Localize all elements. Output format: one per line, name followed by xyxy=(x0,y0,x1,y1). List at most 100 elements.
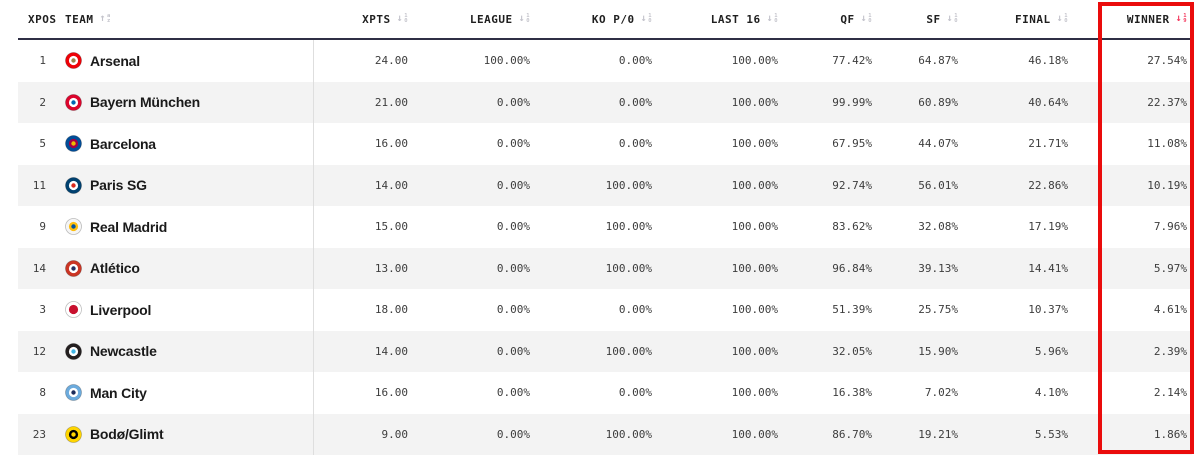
sort-arrow-icon: ↓ xyxy=(640,13,648,24)
sf-cell: 39.13% xyxy=(918,261,958,275)
column-header-league[interactable]: LEAGUE ↓ 1 0 xyxy=(418,0,540,38)
column-header-label: LAST 16 xyxy=(710,12,761,26)
table-row: 2 Bayern München 21.00 0.00% 0.00% 100.00% 9… xyxy=(18,81,1192,124)
team-cell[interactable]: Liverpool xyxy=(62,289,313,331)
sort-icon: ↓ 1 0 xyxy=(946,13,958,24)
sf-cell: 7.02% xyxy=(924,386,958,400)
xpts-cell: 15.00 xyxy=(374,220,408,234)
column-header-sf[interactable]: SF ↓ 1 0 xyxy=(882,0,968,38)
column-header-winner[interactable]: WINNER ↓ 1 9 xyxy=(1078,0,1192,38)
sf-cell: 44.07% xyxy=(918,137,958,151)
xpos-cell: 9 xyxy=(39,220,46,234)
table-row: 8 Man City 16.00 0.00% 0.00% 100.00% 16.38% 7… xyxy=(18,372,1192,414)
team-crest-icon xyxy=(65,259,82,277)
kopo-cell: 100.00% xyxy=(605,427,652,441)
winner-cell: 7.96% xyxy=(1153,220,1187,234)
table-row: 1 Arsenal 24.00 100.00% 0.00% 100.00% 77.42%… xyxy=(18,40,1192,82)
sort-arrow-icon: ↑ xyxy=(99,13,107,24)
league-cell: 0.00% xyxy=(496,303,530,317)
column-header-label: FINAL xyxy=(1015,12,1051,26)
kopo-cell: 100.00% xyxy=(605,220,652,234)
column-header-label: QF xyxy=(840,12,855,26)
league-cell: 0.00% xyxy=(496,220,530,234)
final-cell: 22.86% xyxy=(1028,178,1068,192)
sort-arrow-icon: ↓ xyxy=(518,13,526,24)
team-crest-icon xyxy=(65,52,82,70)
xpos-cell: 11 xyxy=(32,178,46,192)
kopo-cell: 100.00% xyxy=(605,178,652,192)
xpts-cell: 14.00 xyxy=(374,344,408,358)
sort-icon: ↓ 1 0 xyxy=(1056,13,1068,24)
final-cell: 5.96% xyxy=(1034,344,1068,358)
column-header-xpos[interactable]: XPOS xyxy=(18,0,62,38)
sort-arrow-icon: ↓ xyxy=(946,13,954,24)
last16-cell: 100.00% xyxy=(731,220,778,234)
team-cell[interactable]: Barcelona xyxy=(62,123,313,165)
xpts-cell: 16.00 xyxy=(374,137,408,151)
last16-cell: 100.00% xyxy=(731,137,778,151)
team-name: Arsenal xyxy=(90,52,140,69)
league-cell: 0.00% xyxy=(496,261,530,275)
sf-cell: 25.75% xyxy=(918,303,958,317)
sort-icon: ↓ 1 0 xyxy=(518,13,530,24)
team-cell[interactable]: Real Madrid xyxy=(62,206,313,248)
column-header-kopo[interactable]: KO P/0 ↓ 1 0 xyxy=(540,0,662,38)
team-cell[interactable]: Arsenal xyxy=(62,40,313,82)
team-name: Barcelona xyxy=(90,135,156,152)
team-crest-icon xyxy=(65,425,82,443)
winner-cell: 1.86% xyxy=(1153,427,1187,441)
xpts-cell: 9.00 xyxy=(381,427,409,441)
last16-cell: 100.00% xyxy=(731,261,778,275)
table-body: 1 Arsenal 24.00 100.00% 0.00% 100.00% 77.42%… xyxy=(0,40,1197,455)
team-name: Man City xyxy=(90,384,147,401)
team-name: Newcastle xyxy=(90,343,157,360)
sort-arrow-icon: ↓ xyxy=(860,13,868,24)
winner-cell: 2.39% xyxy=(1153,344,1187,358)
column-header-qf[interactable]: QF ↓ 1 0 xyxy=(788,0,882,38)
team-name: Bodø/Glimt xyxy=(90,426,164,443)
sort-icon: ↓ 1 0 xyxy=(640,13,652,24)
table-row: 12 Newcastle 14.00 0.00% 100.00% 100.00% 32.… xyxy=(18,330,1192,373)
sf-cell: 60.89% xyxy=(918,95,958,109)
last16-cell: 100.00% xyxy=(731,95,778,109)
league-cell: 0.00% xyxy=(496,137,530,151)
team-crest-icon xyxy=(65,301,82,319)
team-crest-icon xyxy=(65,135,82,153)
team-name: Bayern München xyxy=(90,94,200,111)
sort-icon: ↑ a z xyxy=(99,13,111,24)
xpos-cell: 12 xyxy=(32,344,46,358)
team-cell[interactable]: Man City xyxy=(62,372,313,414)
xpos-cell: 5 xyxy=(39,137,46,151)
last16-cell: 100.00% xyxy=(731,54,778,68)
team-name: Real Madrid xyxy=(90,218,168,235)
column-header-label: XPTS xyxy=(362,12,391,26)
team-crest-icon xyxy=(65,384,82,402)
team-cell[interactable]: Bayern München xyxy=(62,82,313,124)
last16-cell: 100.00% xyxy=(731,427,778,441)
team-cell[interactable]: Atlético xyxy=(62,248,313,290)
final-cell: 14.41% xyxy=(1028,261,1068,275)
team-cell[interactable]: Newcastle xyxy=(62,331,313,373)
column-header-final[interactable]: FINAL ↓ 1 0 xyxy=(968,0,1078,38)
team-cell[interactable]: Paris SG xyxy=(62,165,313,207)
table-row: 5 Barcelona 16.00 0.00% 0.00% 100.00% 67.95%… xyxy=(18,123,1192,165)
kopo-cell: 0.00% xyxy=(618,386,652,400)
winner-cell: 5.97% xyxy=(1153,261,1187,275)
winner-cell: 10.19% xyxy=(1147,178,1187,192)
xpts-cell: 24.00 xyxy=(374,54,408,68)
qf-cell: 96.84% xyxy=(832,261,872,275)
qf-cell: 83.62% xyxy=(832,220,872,234)
team-cell[interactable]: Bodø/Glimt xyxy=(62,414,313,456)
column-header-last16[interactable]: LAST 16 ↓ 1 0 xyxy=(662,0,788,38)
sort-arrow-icon: ↓ xyxy=(766,13,774,24)
qf-cell: 32.05% xyxy=(832,344,872,358)
xpts-cell: 13.00 xyxy=(374,261,408,275)
column-header-team[interactable]: TEAM ↑ a z xyxy=(62,0,313,38)
column-header-xpts[interactable]: XPTS ↓ 1 0 xyxy=(313,0,418,38)
final-cell: 40.64% xyxy=(1028,95,1068,109)
team-crest-icon xyxy=(65,218,82,236)
table-row: 14 Atlético 13.00 0.00% 100.00% 100.00% 96.8… xyxy=(18,247,1192,290)
team-crest-icon xyxy=(65,342,82,360)
league-cell: 0.00% xyxy=(496,427,530,441)
